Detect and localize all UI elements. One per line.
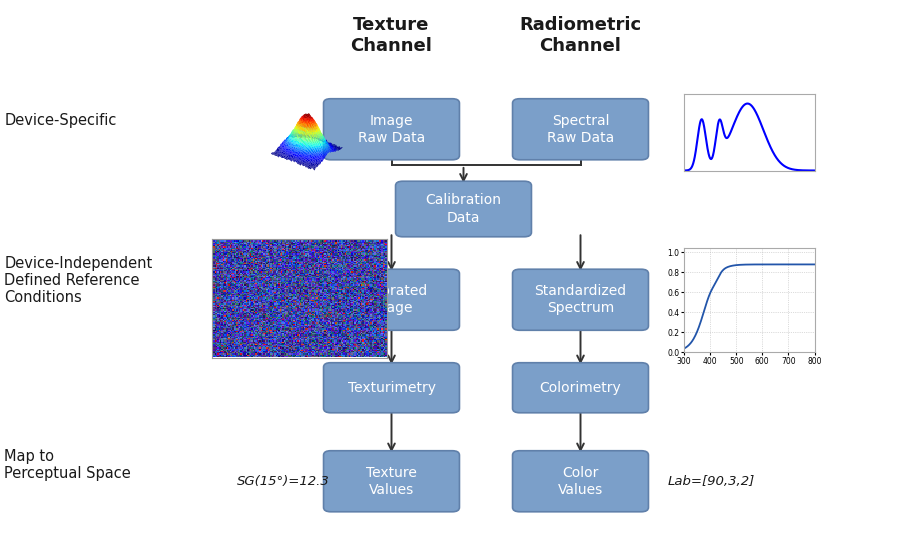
Text: Color
Values: Color Values	[558, 466, 603, 497]
Text: Calibration
Data: Calibration Data	[426, 194, 501, 224]
Text: Texture
Values: Texture Values	[366, 466, 417, 497]
Text: Standardized
Spectrum: Standardized Spectrum	[535, 284, 626, 315]
FancyBboxPatch shape	[512, 363, 648, 412]
Text: Device-Independent
Defined Reference
Conditions: Device-Independent Defined Reference Con…	[4, 256, 153, 305]
Text: Image
Raw Data: Image Raw Data	[358, 114, 425, 145]
FancyBboxPatch shape	[324, 269, 459, 330]
Text: Lab=[90,3,2]: Lab=[90,3,2]	[668, 475, 754, 488]
Text: Spectral
Raw Data: Spectral Raw Data	[547, 114, 614, 145]
FancyBboxPatch shape	[512, 451, 648, 512]
Text: Map to
Perceptual Space: Map to Perceptual Space	[4, 449, 131, 481]
FancyBboxPatch shape	[324, 99, 459, 160]
Text: Radiometric
Channel: Radiometric Channel	[519, 16, 642, 55]
FancyBboxPatch shape	[324, 451, 459, 512]
FancyBboxPatch shape	[396, 182, 531, 236]
Text: Texturimetry: Texturimetry	[347, 381, 436, 395]
Text: Calibrated
Image: Calibrated Image	[356, 284, 427, 315]
Text: Colorimetry: Colorimetry	[540, 381, 621, 395]
FancyBboxPatch shape	[512, 269, 648, 330]
Text: SG(15°)=12.3: SG(15°)=12.3	[237, 475, 330, 488]
FancyBboxPatch shape	[324, 363, 459, 412]
FancyBboxPatch shape	[512, 99, 648, 160]
Text: Texture
Channel: Texture Channel	[351, 16, 432, 55]
Text: Device-Specific: Device-Specific	[4, 113, 117, 129]
